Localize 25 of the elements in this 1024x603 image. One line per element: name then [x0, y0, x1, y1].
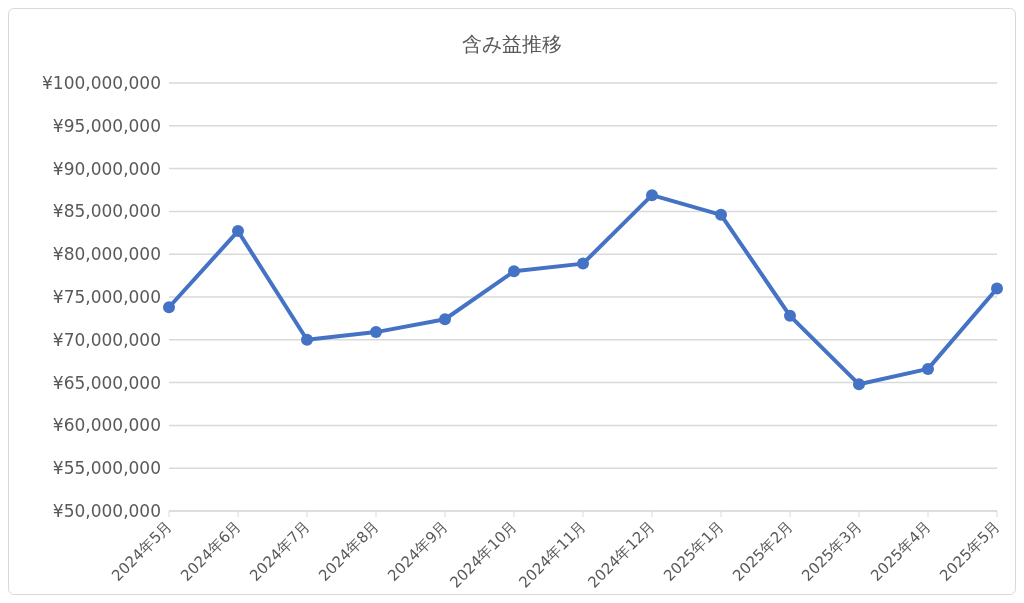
point	[370, 326, 382, 339]
y-tick-label: ¥55,000,000	[52, 458, 161, 479]
y-tick-label: ¥100,000,000	[42, 73, 161, 94]
y-tick-label: ¥85,000,000	[52, 201, 161, 222]
point	[853, 378, 865, 391]
point	[439, 313, 451, 326]
y-tick-label: ¥90,000,000	[52, 158, 161, 179]
chart-title: 含み益推移	[461, 31, 563, 58]
point	[991, 282, 1003, 295]
point	[715, 208, 727, 221]
point	[784, 309, 796, 322]
point	[163, 301, 175, 314]
point	[922, 362, 934, 375]
y-tick-label: ¥95,000,000	[52, 115, 161, 136]
point	[508, 265, 520, 278]
y-tick-label: ¥70,000,000	[52, 329, 161, 350]
y-tick-label: ¥50,000,000	[52, 501, 161, 522]
y-tick-label: ¥75,000,000	[52, 287, 161, 308]
point	[577, 257, 589, 270]
y-tick-label: ¥60,000,000	[52, 415, 161, 436]
y-tick-label: ¥65,000,000	[52, 372, 161, 393]
y-tick-label: ¥80,000,000	[52, 244, 161, 265]
point	[232, 225, 244, 238]
point	[646, 189, 658, 202]
point	[301, 333, 313, 346]
